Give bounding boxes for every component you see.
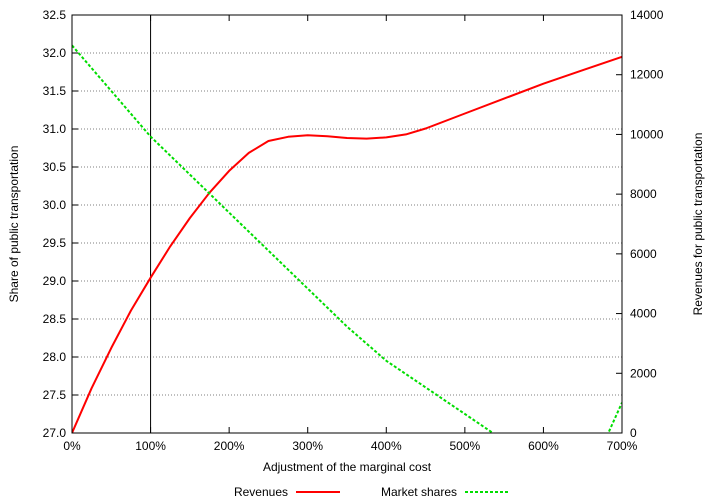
- y-right-tick-label: 12000: [630, 68, 664, 82]
- legend-label: Revenues: [234, 485, 288, 499]
- y-left-tick-label: 29.5: [43, 236, 67, 250]
- x-tick-label: 600%: [528, 439, 559, 453]
- x-tick-label: 400%: [371, 439, 402, 453]
- y-left-tick-label: 28.0: [43, 350, 67, 364]
- legend-label: Market shares: [381, 485, 457, 499]
- x-axis-ticks: 0% 100% 200% 300% 400% 500% 600% 700%: [63, 15, 638, 453]
- y-right-axis-title: Revenues for public transportation: [691, 133, 705, 316]
- y-right-tick-label: 2000: [630, 366, 657, 380]
- y-left-tick-label: 31.5: [43, 84, 67, 98]
- x-tick-label: 100%: [135, 439, 166, 453]
- y-left-axis-title: Share of public transportation: [7, 146, 21, 303]
- y-right-tick-label: 14000: [630, 8, 664, 22]
- y-left-tick-label: 30.0: [43, 198, 67, 212]
- x-tick-label: 300%: [292, 439, 323, 453]
- series-line-market-shares: [72, 44, 622, 433]
- grid-lines: [72, 52, 622, 396]
- x-tick-label: 200%: [214, 439, 245, 453]
- y-left-axis-ticks: 27.0 27.5 28.0 28.5 29.0 29.5 30.0 30.5 31.0 31.5…: [43, 8, 78, 440]
- y-left-tick-label: 32.0: [43, 46, 67, 60]
- y-right-tick-label: 6000: [630, 247, 657, 261]
- series-line-revenues: [72, 55, 622, 433]
- y-right-tick-label: 8000: [630, 187, 657, 201]
- series-group: [72, 44, 622, 433]
- y-left-tick-label: 27.0: [43, 426, 67, 440]
- y-left-tick-label: 28.5: [43, 312, 67, 326]
- plot-frame: [71, 14, 623, 434]
- x-axis-title: Adjustment of the marginal cost: [263, 460, 432, 474]
- y-left-tick-label: 30.5: [43, 160, 67, 174]
- y-right-axis-ticks: 0 2000 4000 6000 8000 10000 12000 14000: [616, 8, 664, 440]
- y-left-tick-label: 32.5: [43, 8, 67, 22]
- y-right-tick-label: 0: [630, 426, 637, 440]
- legend: Revenues Market shares: [234, 485, 509, 499]
- x-tick-label: 500%: [450, 439, 481, 453]
- y-left-tick-label: 31.0: [43, 122, 67, 136]
- x-tick-label: 700%: [607, 439, 638, 453]
- y-left-tick-label: 27.5: [43, 388, 67, 402]
- y-right-tick-label: 10000: [630, 127, 664, 141]
- y-right-tick-label: 4000: [630, 307, 657, 321]
- y-left-tick-label: 29.0: [43, 274, 67, 288]
- x-tick-label: 0%: [63, 439, 81, 453]
